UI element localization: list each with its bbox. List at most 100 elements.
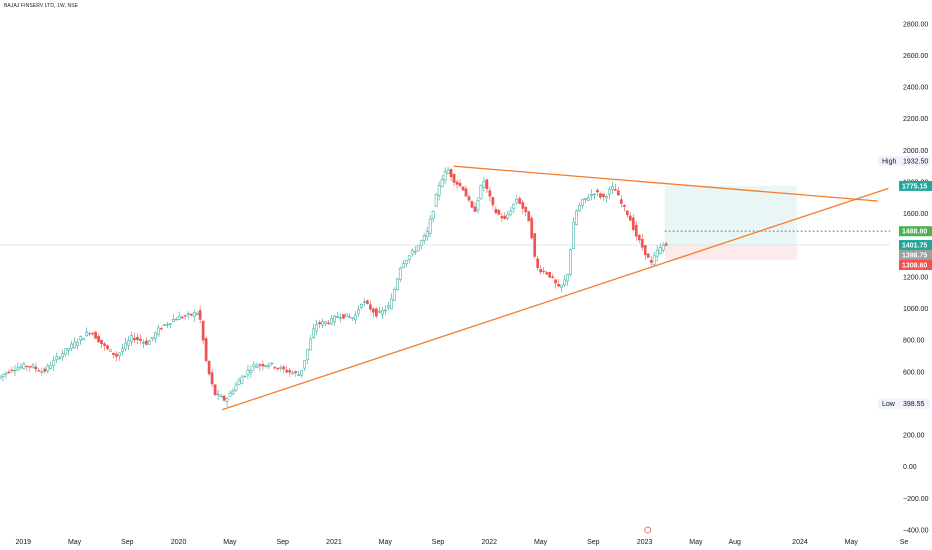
candle (264, 365, 268, 368)
candle (458, 182, 462, 187)
y-tick-label: 1000.00 (903, 306, 928, 313)
candle (652, 255, 656, 265)
candle (464, 188, 468, 197)
candle (4, 372, 8, 375)
price-label-box (899, 249, 932, 260)
y-tick-label: 1600.00 (903, 211, 928, 218)
candle (91, 332, 94, 335)
candle (324, 321, 327, 324)
trendline-1[interactable] (453, 165, 878, 202)
candle (640, 238, 644, 248)
candle (145, 340, 148, 345)
high-value: 1932.50 (903, 159, 928, 166)
price-label: 1308.60 (902, 262, 927, 269)
candle (112, 352, 115, 355)
candle (279, 367, 283, 369)
candle (386, 305, 390, 308)
candle (530, 217, 534, 239)
candle (649, 259, 653, 263)
candle (118, 352, 121, 357)
candle (252, 363, 256, 367)
x-tick-label: May (223, 539, 237, 546)
candle (363, 301, 366, 303)
candle (658, 247, 662, 254)
y-tick-label: −200.00 (903, 496, 929, 503)
candle (357, 309, 360, 314)
stop-zone (664, 244, 797, 260)
candle (168, 323, 172, 325)
candle (664, 243, 668, 246)
candle (494, 209, 498, 214)
candle (294, 371, 298, 374)
y-tick-label: 1200.00 (903, 274, 928, 281)
candle (625, 210, 629, 216)
candle (297, 374, 301, 376)
candle (13, 370, 17, 372)
candle (19, 366, 23, 369)
x-tick-label: May (689, 539, 703, 546)
price-label-box (899, 239, 932, 250)
candle (0, 375, 2, 379)
candle (288, 370, 292, 373)
candle (139, 338, 142, 341)
candle (655, 250, 659, 257)
candle (605, 196, 608, 199)
event-marker-icon[interactable] (644, 526, 652, 534)
candle (410, 250, 414, 255)
candle (533, 233, 537, 257)
candle (455, 181, 459, 185)
candle (437, 185, 441, 196)
candle (25, 365, 29, 368)
candle (619, 199, 623, 204)
candle (446, 169, 450, 174)
candle (467, 196, 471, 201)
y-tick-label: 2000.00 (903, 148, 928, 155)
y-tick-label: 2600.00 (903, 53, 928, 60)
candle (557, 284, 560, 287)
candle (40, 371, 44, 373)
candle (449, 168, 453, 178)
x-tick-label: 2020 (171, 539, 187, 546)
candle (180, 316, 184, 319)
candle (246, 369, 250, 375)
candle (515, 199, 519, 203)
candle (174, 318, 178, 321)
candle (127, 340, 130, 346)
candle (473, 206, 477, 212)
candle (300, 369, 304, 376)
candle (470, 201, 474, 208)
candle (156, 327, 160, 335)
candle (330, 318, 333, 325)
candle (285, 369, 289, 373)
candle (124, 342, 127, 350)
price-label: 1775.15 (902, 183, 927, 190)
candle (315, 324, 318, 332)
price-label-box (899, 180, 932, 191)
candle (482, 181, 486, 188)
candle (509, 210, 513, 215)
candle (198, 310, 202, 320)
candle (136, 336, 139, 340)
candle (195, 312, 199, 315)
x-tick-label: 2021 (326, 539, 342, 546)
candle (599, 193, 602, 198)
trendline-0[interactable] (221, 187, 889, 411)
candle (100, 339, 103, 345)
candle (267, 364, 271, 367)
y-tick-label: 0.00 (903, 464, 917, 471)
candle (545, 272, 549, 275)
candle (219, 395, 223, 398)
candle (70, 343, 74, 349)
candle (88, 333, 91, 335)
candle (142, 341, 145, 344)
candle (521, 202, 525, 209)
candle (103, 343, 106, 346)
candle (276, 367, 280, 370)
candle (431, 210, 435, 219)
candle (616, 190, 620, 196)
candle (318, 322, 321, 325)
candle (461, 186, 465, 191)
x-tick-label: Sep (432, 539, 445, 546)
candle (121, 348, 124, 352)
